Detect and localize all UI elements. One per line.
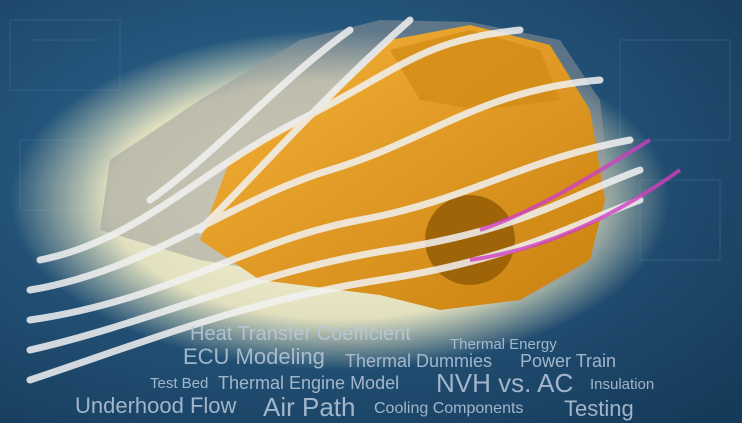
word: Test Bed <box>150 375 208 392</box>
word: Underhood Flow <box>75 393 237 418</box>
illustration: Heat Transfer Coefficient Thermal Energy… <box>0 0 742 423</box>
word: Air Path <box>263 392 356 422</box>
word: ECU Modeling <box>183 344 325 369</box>
word: Cooling Components <box>374 400 523 417</box>
word: Thermal Engine Model <box>218 373 399 393</box>
word: Insulation <box>590 376 654 393</box>
word: Testing <box>564 396 634 421</box>
word: Heat Transfer Coefficient <box>190 323 411 345</box>
word: NVH vs. AC <box>436 368 573 398</box>
